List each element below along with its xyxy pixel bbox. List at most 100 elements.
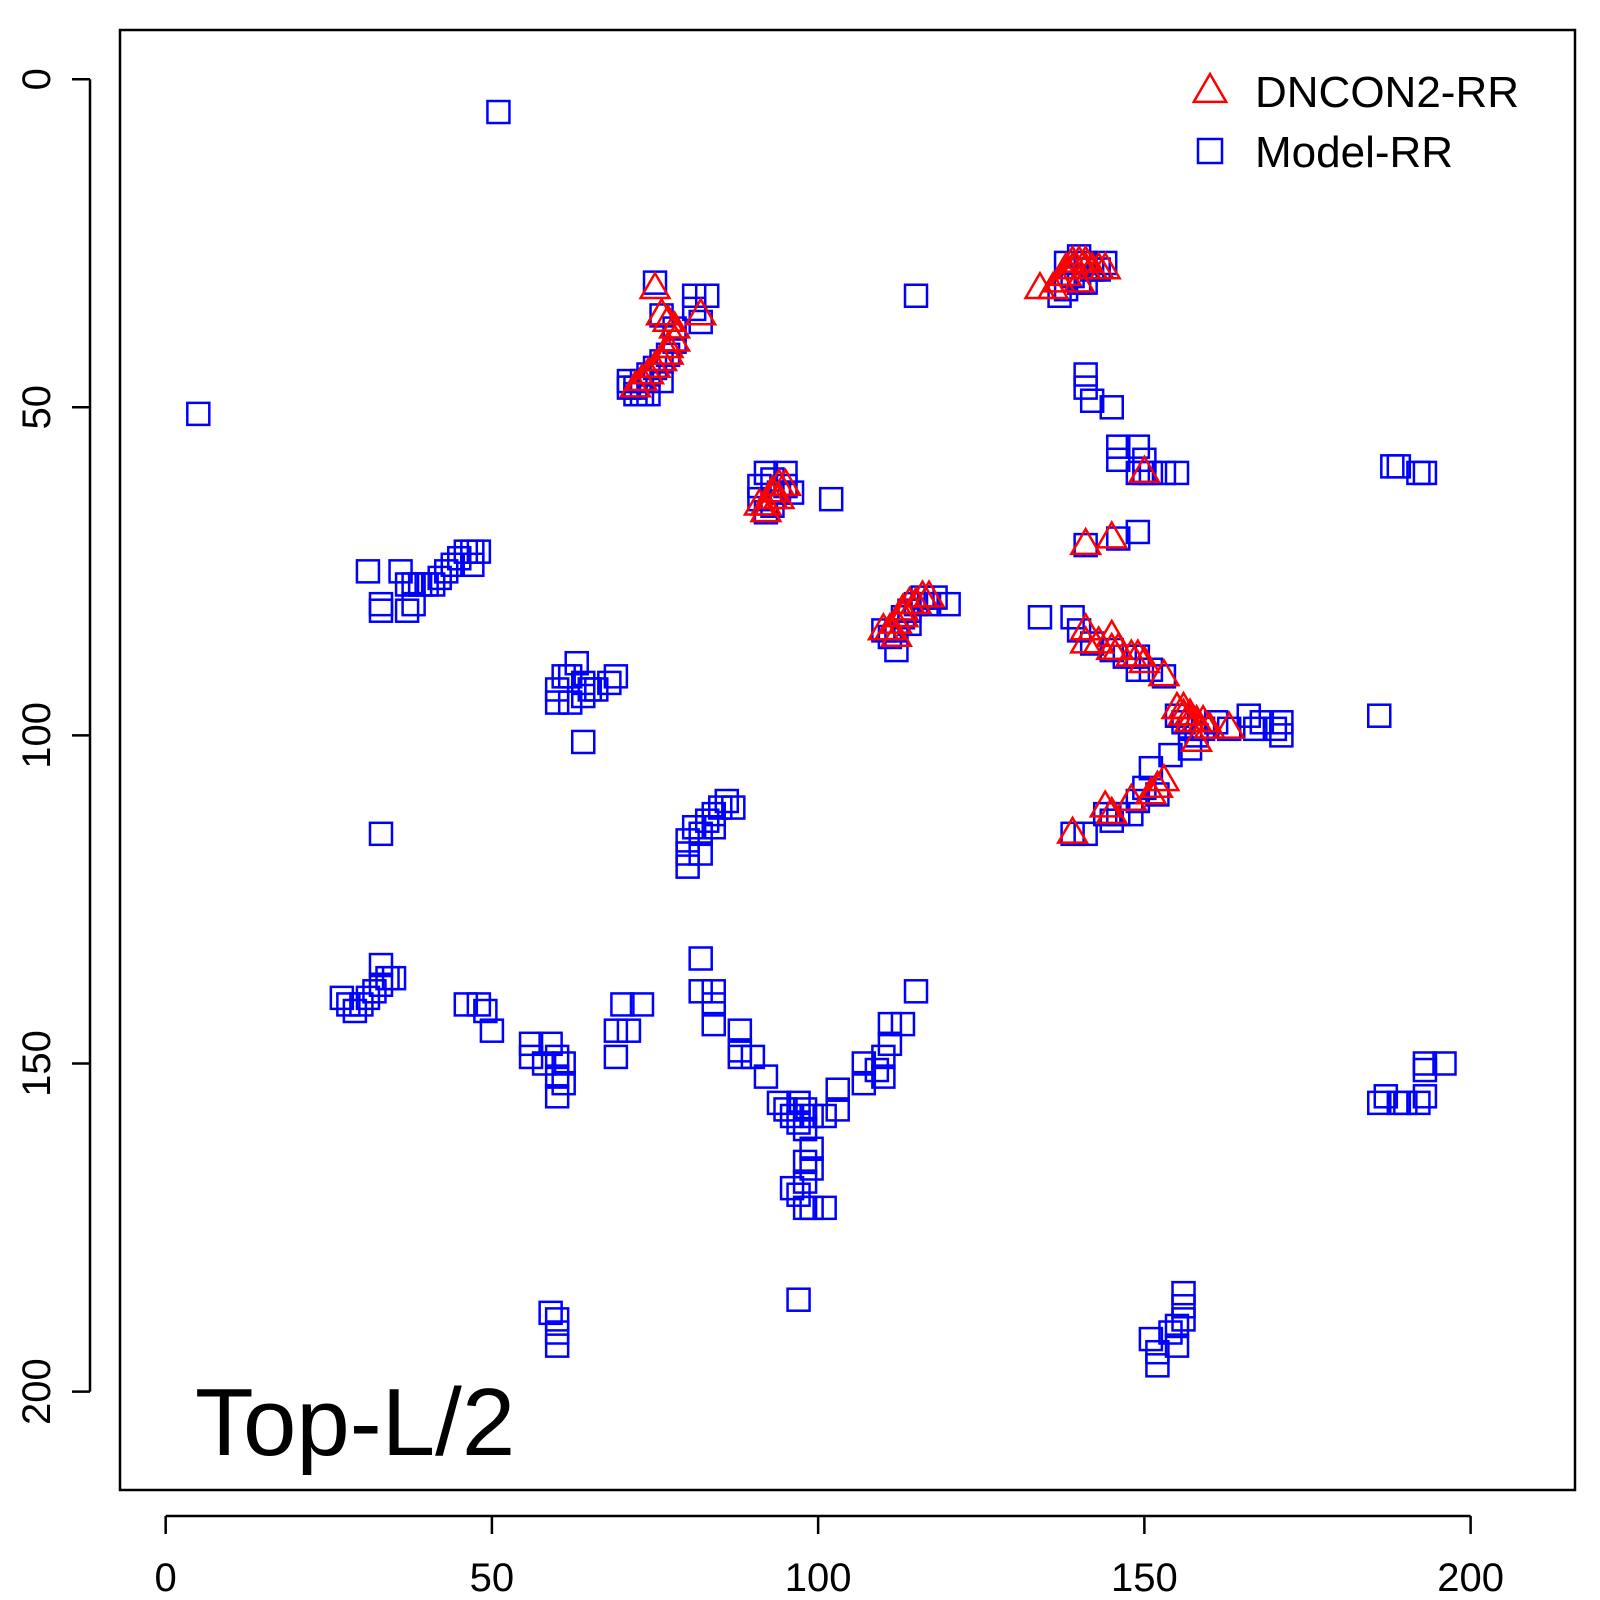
- point-model-rr: [1073, 821, 1098, 847]
- point-model-rr: [786, 1110, 811, 1135]
- point-dncon2-rr: [762, 480, 796, 510]
- point-model-rr: [1125, 460, 1151, 486]
- point-model-rr: [433, 559, 459, 584]
- point-model-rr: [1106, 447, 1131, 473]
- point-dncon2-rr: [1179, 723, 1214, 753]
- point-model-rr: [336, 992, 361, 1017]
- point-model-rr: [1086, 257, 1111, 282]
- point-dncon2-rr: [1069, 526, 1103, 556]
- point-model-rr: [753, 1064, 779, 1089]
- x-tick-label: 150: [1111, 1556, 1178, 1600]
- point-model-rr: [1079, 631, 1105, 656]
- legend-label-model-rr: Model-RR: [1255, 128, 1453, 177]
- point-dncon2-rr: [1127, 644, 1161, 674]
- point-model-rr: [1171, 1307, 1196, 1332]
- point-model-rr: [1106, 434, 1131, 459]
- point-model-rr: [1145, 782, 1170, 807]
- point-model-rr: [564, 650, 589, 676]
- point-model-rr: [616, 1018, 642, 1043]
- point-dncon2-rr: [638, 270, 672, 300]
- point-dncon2-rr: [755, 474, 790, 503]
- point-model-rr: [571, 729, 596, 755]
- point-model-rr: [1367, 1090, 1392, 1116]
- points-layer: [186, 99, 1457, 1378]
- point-model-rr: [688, 309, 713, 335]
- point-dncon2-rr: [1069, 244, 1103, 273]
- point-model-rr: [629, 992, 655, 1017]
- point-model-rr: [799, 1136, 824, 1162]
- panel-annotation: Top-L/2: [195, 1369, 515, 1476]
- point-dncon2-rr: [1082, 625, 1116, 654]
- point-model-rr: [368, 598, 394, 623]
- point-dncon2-rr: [658, 310, 692, 339]
- point-dncon2-rr: [1088, 789, 1122, 818]
- point-dncon2-rr: [651, 336, 685, 365]
- point-model-rr: [1380, 454, 1405, 479]
- point-model-rr: [851, 1070, 877, 1096]
- point-model-rr: [792, 1097, 818, 1122]
- series-dncon2-rr: [618, 244, 1246, 844]
- x-tick-label: 50: [470, 1556, 515, 1600]
- point-model-rr: [597, 670, 622, 696]
- point-model-rr: [1099, 808, 1124, 833]
- plot-frame: [118, 28, 1577, 1492]
- point-model-rr: [779, 1175, 805, 1201]
- x-axis: 0 50 100 150 200: [155, 1514, 1504, 1600]
- point-model-rr: [825, 1077, 850, 1102]
- point-model-rr: [538, 1031, 563, 1057]
- point-model-rr: [381, 965, 407, 991]
- point-model-rr: [1099, 637, 1124, 663]
- point-model-rr: [1393, 1090, 1418, 1116]
- point-model-rr: [571, 670, 596, 696]
- point-model-rr: [1412, 1051, 1438, 1076]
- point-dncon2-rr: [1056, 815, 1090, 844]
- point-model-rr: [368, 952, 394, 978]
- point-model-rr: [1099, 395, 1124, 420]
- point-model-rr: [792, 1116, 818, 1142]
- point-model-rr: [1079, 388, 1105, 413]
- point-model-rr: [688, 946, 713, 971]
- point-model-rr: [1243, 716, 1268, 742]
- point-model-rr: [538, 1300, 563, 1326]
- point-model-rr: [675, 854, 700, 879]
- point-model-rr: [701, 1011, 726, 1037]
- point-model-rr: [1106, 801, 1131, 827]
- point-model-rr: [1125, 788, 1151, 814]
- point-model-rr: [440, 552, 466, 578]
- point-model-rr: [694, 283, 720, 309]
- point-model-rr: [473, 998, 498, 1024]
- point-model-rr: [1367, 703, 1392, 728]
- point-model-rr: [675, 828, 700, 853]
- point-model-rr: [786, 1090, 811, 1116]
- point-model-rr: [544, 1333, 570, 1358]
- point-model-rr: [825, 1097, 850, 1122]
- x-tick-label: 200: [1437, 1556, 1504, 1600]
- point-dncon2-rr: [618, 369, 653, 398]
- point-model-rr: [1145, 1353, 1170, 1378]
- point-dncon2-rr: [644, 342, 679, 372]
- point-model-rr: [1432, 1051, 1457, 1076]
- point-model-rr: [544, 1064, 570, 1089]
- point-dncon2-rr: [1147, 762, 1181, 792]
- point-model-rr: [460, 552, 485, 578]
- legend: DNCON2-RR Model-RR: [1191, 68, 1519, 177]
- series-model-rr: [186, 99, 1457, 1378]
- point-model-rr: [1138, 460, 1164, 486]
- point-dncon2-rr: [1212, 710, 1246, 739]
- point-model-rr: [394, 598, 420, 623]
- point-model-rr: [1158, 1320, 1183, 1345]
- point-model-rr: [368, 821, 394, 847]
- point-model-rr: [1151, 664, 1177, 689]
- point-model-rr: [701, 815, 726, 840]
- point-model-rr: [368, 972, 394, 997]
- point-model-rr: [551, 1070, 576, 1096]
- point-model-rr: [773, 460, 798, 486]
- point-model-rr: [1406, 1090, 1431, 1116]
- point-model-rr: [1066, 618, 1092, 643]
- point-model-rr: [1171, 1280, 1196, 1306]
- point-model-rr: [355, 985, 381, 1011]
- point-model-rr: [427, 565, 452, 591]
- point-model-rr: [773, 1097, 798, 1122]
- point-model-rr: [584, 677, 609, 702]
- point-dncon2-rr: [1095, 520, 1129, 549]
